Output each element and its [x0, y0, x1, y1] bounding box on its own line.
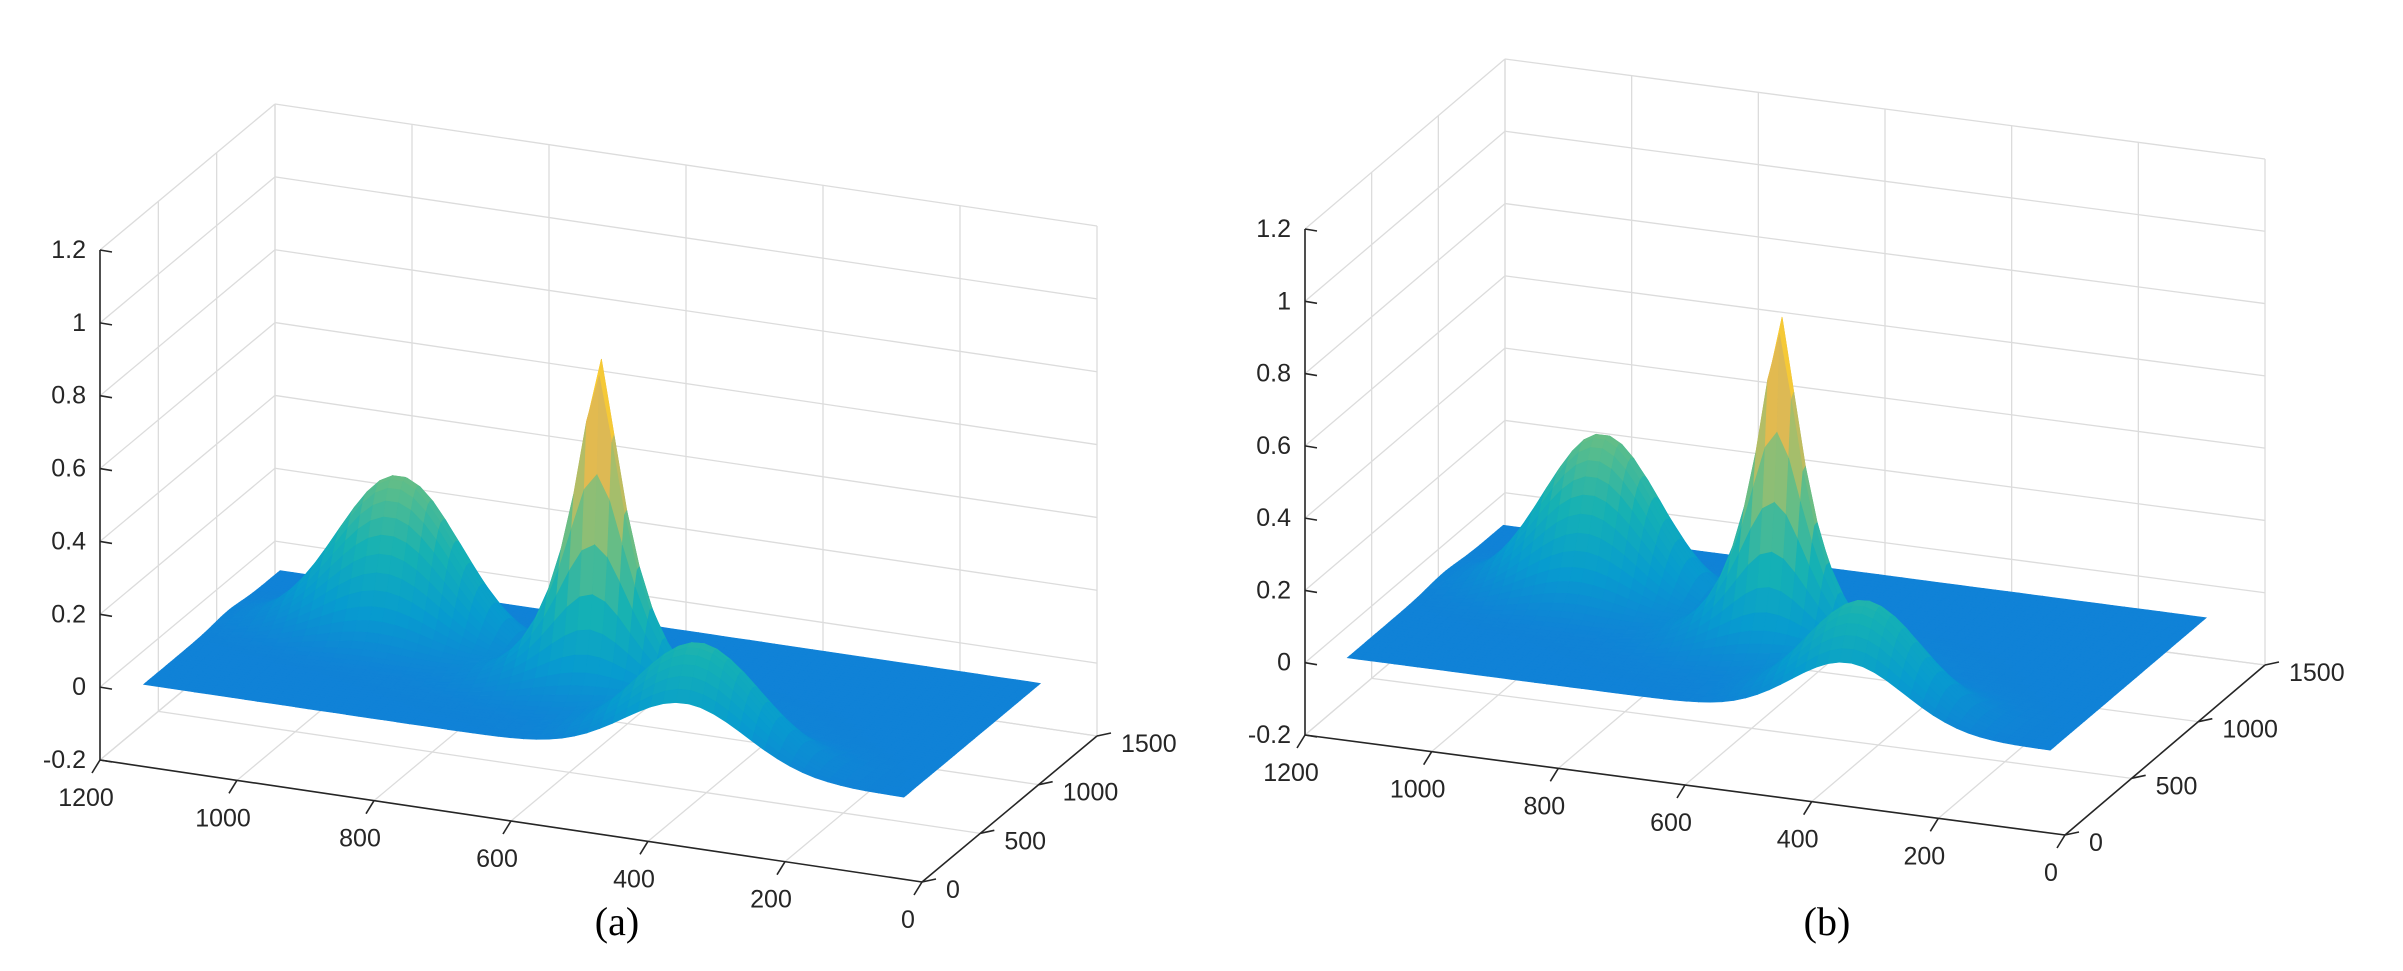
grid-line — [99, 394, 276, 542]
surface-cell — [580, 685, 597, 696]
x-tick-label: 400 — [613, 865, 655, 893]
surface-cell — [378, 534, 395, 557]
z-tick-label: 1.2 — [51, 236, 86, 264]
x-tick-label: 1000 — [195, 804, 251, 832]
grid-line — [274, 394, 1098, 519]
surface-plot-a: -0.2 0 0.2 0.4 0.6 0.8 1 1.2 0 200 400 600 800 1000 12… — [43, 103, 1177, 944]
surface-cell — [286, 641, 303, 648]
surface-cell — [577, 594, 593, 631]
surface-cell — [367, 620, 383, 635]
x-tick-mark — [639, 840, 649, 855]
grid-line — [99, 540, 276, 688]
surface — [1346, 316, 2208, 751]
grid-line — [99, 322, 276, 470]
panel-caption: (a) — [595, 899, 639, 944]
surface-cell — [376, 553, 392, 575]
surface-cell — [582, 672, 599, 688]
surface-cell — [589, 594, 606, 635]
grid-line — [1304, 203, 1506, 375]
surface-cell — [527, 694, 544, 702]
surface-cell — [682, 654, 698, 667]
z-tick-mark — [99, 613, 113, 618]
surface-cell — [548, 706, 565, 712]
x-tick-label: 0 — [901, 906, 915, 934]
y-tick-label: 1000 — [1063, 779, 1119, 807]
grid-line — [274, 321, 1098, 446]
grid-line — [274, 176, 1098, 300]
z-tick-label: 0.2 — [51, 600, 86, 628]
z-tick-label: -0.2 — [43, 746, 86, 774]
x-tick-mark — [913, 881, 923, 896]
grid-line — [1304, 58, 1506, 230]
y-tick-label: 1500 — [1121, 730, 1177, 758]
grid-line — [99, 249, 276, 397]
surface-cell — [275, 637, 292, 643]
x-tick-label: 800 — [339, 825, 381, 853]
surface-cell — [383, 500, 399, 520]
z-tick-mark — [99, 322, 113, 326]
z-tick-label: 0 — [72, 673, 86, 701]
surface-cell — [537, 701, 554, 708]
surface-cell — [385, 487, 401, 504]
x-tick-label: 1200 — [58, 784, 114, 812]
surface-cell — [684, 647, 701, 657]
z-tick-label: 0.4 — [51, 527, 86, 555]
x-tick-label: 600 — [476, 845, 518, 873]
surface-cell — [349, 640, 366, 651]
z-tick-mark — [99, 249, 113, 253]
surface-cell — [510, 735, 527, 740]
x-tick-mark — [776, 861, 786, 876]
x-tick-mark — [502, 820, 512, 835]
surface-plot-b: -0.200.20.40.60.811.20200400600800100012… — [1248, 58, 2345, 944]
grid-line — [274, 103, 1098, 227]
surface-cell — [364, 632, 381, 644]
z-tick-mark — [99, 394, 113, 399]
grid-line — [99, 103, 276, 251]
surface-cell — [356, 606, 373, 621]
surface-cell — [369, 606, 386, 623]
y-tick-mark — [1096, 732, 1112, 737]
x-tick-label: 200 — [750, 886, 792, 914]
surface — [142, 358, 1042, 798]
surface-cell — [567, 685, 584, 696]
surface-cell — [587, 629, 604, 659]
x-tick-mark — [91, 759, 101, 774]
grid-line — [99, 176, 276, 324]
grid-line — [99, 467, 276, 615]
grid-line — [1304, 130, 1506, 302]
z-tick-label: 1 — [72, 309, 86, 337]
x-tick-mark — [228, 779, 238, 794]
surface-cell — [557, 672, 574, 687]
surface-cell — [677, 675, 694, 691]
y-tick-label: 0 — [946, 876, 960, 904]
x-tick-mark — [365, 800, 375, 815]
z-tick-label: 0.8 — [51, 382, 86, 410]
grid-line — [1304, 347, 1506, 519]
surface-cell — [371, 590, 388, 609]
surface-cell — [337, 640, 353, 650]
z-tick-label: 0.6 — [51, 455, 86, 483]
surface-cell — [326, 631, 343, 642]
z-tick-mark — [99, 686, 113, 690]
surface-cell — [675, 688, 692, 705]
z-tick-mark — [99, 467, 113, 472]
surface-cell — [373, 572, 390, 593]
grid-line — [274, 249, 1098, 373]
surface-cell — [593, 686, 609, 696]
y-tick-label: 500 — [1004, 827, 1046, 855]
surface-cell — [585, 654, 601, 676]
surface-cell — [380, 516, 397, 538]
z-tick-mark — [99, 540, 113, 545]
grid-line — [1304, 275, 1506, 447]
z-tick-mark — [99, 759, 113, 763]
surface-cell — [352, 631, 368, 643]
surface-cell — [680, 664, 696, 678]
